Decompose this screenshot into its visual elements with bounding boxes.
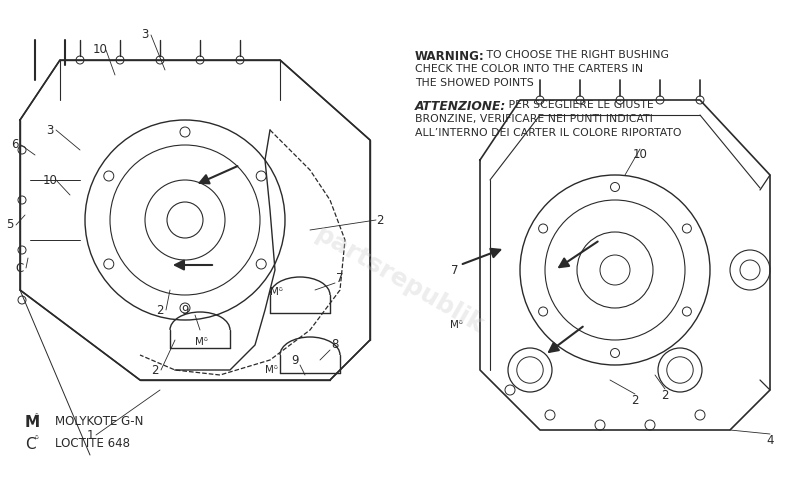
Text: 3: 3 xyxy=(142,28,149,42)
Text: 2: 2 xyxy=(151,364,158,376)
Text: PER SCEGLIERE LE GIUSTE: PER SCEGLIERE LE GIUSTE xyxy=(505,100,654,110)
Text: Mᵟ: Mᵟ xyxy=(265,365,278,375)
Text: WARNING:: WARNING: xyxy=(415,50,485,63)
Text: 5: 5 xyxy=(6,219,14,231)
Text: 9: 9 xyxy=(291,353,298,367)
Text: 2: 2 xyxy=(662,389,669,401)
Text: MOLYKOTE G-N: MOLYKOTE G-N xyxy=(55,415,143,428)
Text: 7: 7 xyxy=(336,271,344,285)
Text: 6: 6 xyxy=(11,139,18,151)
Text: BRONZINE, VERIFICARE NEI PUNTI INDICATI: BRONZINE, VERIFICARE NEI PUNTI INDICATI xyxy=(415,114,653,124)
Text: 10: 10 xyxy=(633,148,647,162)
Text: 2: 2 xyxy=(156,303,164,317)
Text: ᵟ: ᵟ xyxy=(35,413,38,423)
Text: Mᵟ: Mᵟ xyxy=(195,337,208,347)
Text: 10: 10 xyxy=(93,44,107,56)
Text: partsrepublik: partsrepublik xyxy=(311,222,489,338)
Text: 2: 2 xyxy=(631,393,638,407)
Text: Mᵟ: Mᵟ xyxy=(450,320,463,330)
Text: 2: 2 xyxy=(376,214,384,226)
Text: 9: 9 xyxy=(182,303,189,317)
Text: 7: 7 xyxy=(451,264,458,276)
Text: M: M xyxy=(25,415,40,430)
Text: ᵟ: ᵟ xyxy=(35,435,38,445)
Text: 1: 1 xyxy=(86,428,94,441)
Text: 4: 4 xyxy=(766,434,774,446)
Text: 3: 3 xyxy=(46,123,54,137)
Text: C: C xyxy=(25,437,36,452)
Text: 8: 8 xyxy=(331,339,338,351)
Text: Mᵟ: Mᵟ xyxy=(270,287,283,297)
Text: THE SHOWED POINTS: THE SHOWED POINTS xyxy=(415,78,534,88)
Text: 10: 10 xyxy=(42,173,58,187)
Text: ATTENZIONE:: ATTENZIONE: xyxy=(415,100,506,113)
Text: CHECK THE COLOR INTO THE CARTERS IN: CHECK THE COLOR INTO THE CARTERS IN xyxy=(415,64,643,74)
Text: C: C xyxy=(16,262,24,274)
Text: TO CHOOSE THE RIGHT BUSHING: TO CHOOSE THE RIGHT BUSHING xyxy=(483,50,669,60)
Text: LOCTITE 648: LOCTITE 648 xyxy=(55,437,130,450)
Text: ALL’INTERNO DEI CARTER IL COLORE RIPORTATO: ALL’INTERNO DEI CARTER IL COLORE RIPORTA… xyxy=(415,128,682,138)
